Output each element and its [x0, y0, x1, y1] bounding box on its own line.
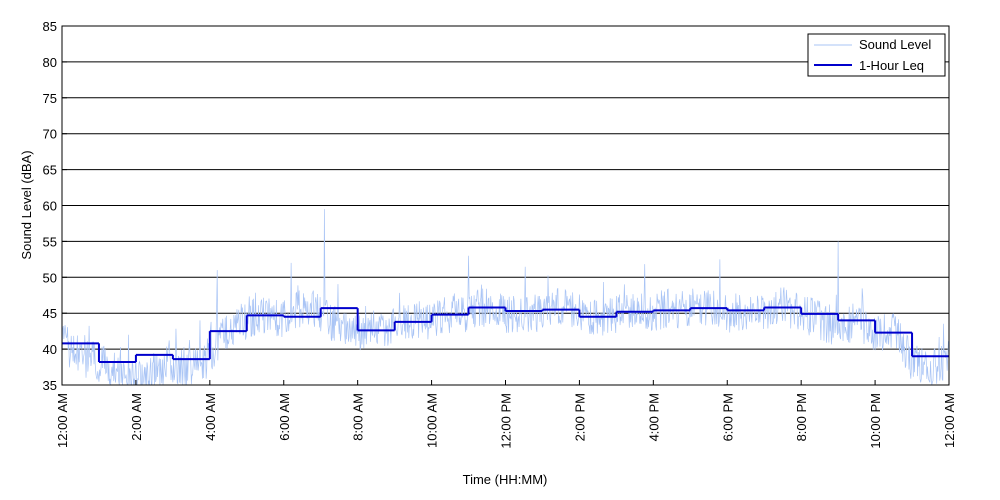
- leq-series: [62, 306, 949, 364]
- x-tick-label: 4:00 PM: [646, 393, 661, 441]
- x-axis-ticks: 12:00 AM 2:00 AM 4:00 AM 6:00 AM 8:00 AM 10:0…: [55, 380, 957, 449]
- y-tick-label: 40: [43, 342, 57, 357]
- y-tick-label: 85: [43, 19, 57, 34]
- legend-box: [807, 33, 946, 77]
- x-tick-label: 6:00 AM: [277, 393, 292, 441]
- x-tick-label: 8:00 PM: [794, 393, 809, 441]
- gridlines: [62, 61, 949, 350]
- y-tick-label: 65: [43, 163, 57, 178]
- y-tick-label: 55: [43, 234, 57, 249]
- x-tick-label: 2:00 AM: [129, 393, 144, 441]
- y-tick-label: 50: [43, 270, 57, 285]
- legend: Sound Level 1-Hour Leq: [807, 33, 946, 77]
- x-tick-label: 12:00 AM: [55, 393, 70, 448]
- x-axis-title: Time (HH:MM): [463, 472, 548, 487]
- x-tick-label: 8:00 AM: [351, 393, 366, 441]
- y-tick-label: 45: [43, 306, 57, 321]
- legend-label-sound-level: Sound Level: [859, 37, 931, 52]
- x-tick-label: 2:00 PM: [572, 393, 587, 441]
- y-axis-title: Sound Level (dBA): [19, 150, 34, 259]
- legend-label-leq: 1-Hour Leq: [859, 58, 924, 73]
- y-tick-label: 60: [43, 199, 57, 214]
- x-tick-label: 10:00 AM: [425, 393, 440, 448]
- y-tick-label: 80: [43, 55, 57, 70]
- x-tick-label: 10:00 PM: [868, 393, 883, 449]
- x-tick-label: 12:00 AM: [942, 393, 957, 448]
- y-tick-label: 75: [43, 91, 57, 106]
- y-tick-label: 35: [43, 378, 57, 393]
- y-axis-ticks: 35 40 45 50 55 60 65 70 75 80 85: [43, 19, 67, 393]
- x-tick-label: 6:00 PM: [720, 393, 735, 441]
- y-tick-label: 70: [43, 127, 57, 142]
- x-tick-label: 4:00 AM: [203, 393, 218, 441]
- x-tick-label: 12:00 PM: [499, 393, 514, 449]
